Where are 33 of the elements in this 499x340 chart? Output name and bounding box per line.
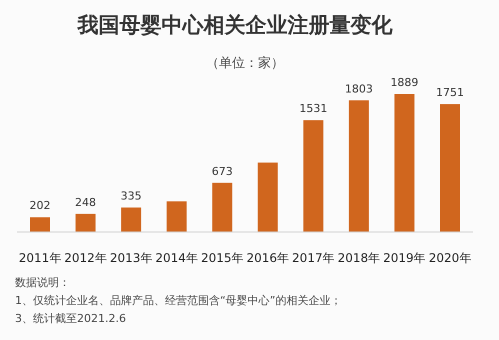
data-label: 673	[212, 164, 233, 178]
x-tick-label: 2019年	[383, 251, 426, 265]
chart-subtitle: （单位：家）	[206, 55, 284, 71]
chart-title: 我国母婴中心相关企业注册量变化	[76, 13, 394, 37]
x-tick-label: 2012年	[64, 251, 107, 265]
data-label: 202	[30, 199, 50, 212]
x-tick-label: 2016年	[246, 251, 290, 265]
data-label: 1531	[299, 102, 328, 116]
bar	[212, 182, 232, 232]
x-tick-label: 2013年	[110, 251, 152, 265]
data-label: 335	[120, 190, 142, 203]
bar	[30, 217, 50, 232]
text: 1、仅统计企业名、品牌产品、经营范围含“母婴中心”的相关企业；	[15, 294, 342, 307]
data-label: 248	[75, 196, 96, 209]
bar	[303, 120, 324, 232]
x-tick-label: 2017年	[292, 251, 335, 265]
x-tick-label: 2014年	[155, 251, 198, 265]
bar	[166, 201, 187, 232]
x-tick-label: 2015年	[200, 251, 244, 265]
text: 3、统计截至2021.2.6	[15, 312, 126, 325]
data-label: 1803	[344, 82, 373, 96]
x-tick-label: 2011年	[18, 251, 62, 265]
bar	[76, 214, 96, 232]
data-label: 1751	[436, 86, 464, 100]
bar	[258, 162, 278, 232]
x-tick-label: 2018年	[338, 251, 380, 265]
bar	[440, 104, 460, 232]
bar	[394, 94, 414, 232]
text: 数据说明：	[15, 276, 70, 289]
bar	[348, 100, 369, 232]
x-tick-label: 2020年	[428, 251, 472, 265]
data-label: 1889	[390, 76, 418, 89]
bar	[121, 208, 142, 232]
